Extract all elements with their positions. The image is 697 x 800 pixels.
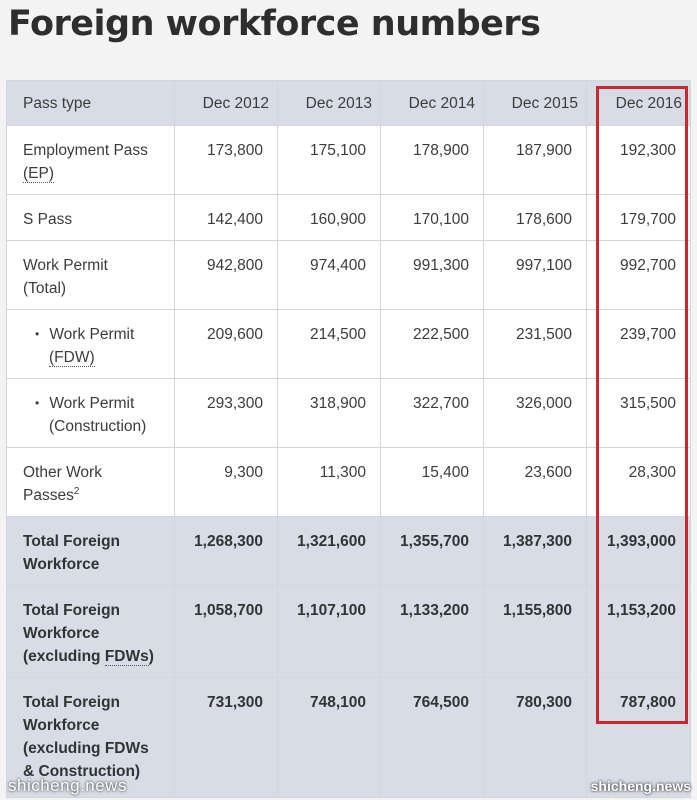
row-label-line1: Work Permit xyxy=(49,395,135,412)
cell-value: 764,500 xyxy=(380,677,484,798)
header-dec-2015: Dec 2015 xyxy=(483,80,587,126)
header-dec-2012: Dec 2012 xyxy=(174,80,278,126)
row-label-line3: (excluding FDWs xyxy=(23,740,149,757)
table-row-total: Total Foreign Workforce 1,268,300 1,321,… xyxy=(6,516,691,586)
row-label-line3-end: ) xyxy=(148,648,154,665)
table-row-total: Total Foreign Workforce (excluding FDWs)… xyxy=(6,585,691,678)
row-label-line1: Other Work xyxy=(23,464,102,481)
row-label: Total Foreign Workforce (excluding FDWs … xyxy=(6,677,175,798)
row-label: Total Foreign Workforce (excluding FDWs) xyxy=(6,585,175,678)
table-row: • Work Permit (Construction) 293,300 318… xyxy=(6,378,691,448)
cell-value: 175,100 xyxy=(277,125,381,195)
cell-value: 1,387,300 xyxy=(483,516,587,586)
cell-value: 318,900 xyxy=(277,378,381,448)
cell-value: 192,300 xyxy=(586,125,691,195)
cell-value: 160,900 xyxy=(277,194,381,241)
table-row: Work Permit (Total) 942,800 974,400 991,… xyxy=(6,240,691,310)
watermark-right: shicheng.news xyxy=(590,778,691,794)
row-label-line1: Total Foreign xyxy=(23,694,121,711)
header-dec-2016: Dec 2016 xyxy=(586,80,691,126)
cell-value: 942,800 xyxy=(174,240,278,310)
row-label-line2: Workforce xyxy=(23,717,100,734)
row-label-line2: (Construction) xyxy=(49,418,147,435)
watermark-left: shicheng.news xyxy=(8,776,127,795)
cell-value: 787,800 xyxy=(586,677,691,798)
foreign-workforce-table: Pass type Dec 2012 Dec 2013 Dec 2014 Dec… xyxy=(6,80,691,798)
row-label-line1: Work Permit xyxy=(49,326,135,343)
cell-value: 1,355,700 xyxy=(380,516,484,586)
cell-value: 9,300 xyxy=(174,447,278,517)
cell-value: 991,300 xyxy=(380,240,484,310)
cell-value: 315,500 xyxy=(586,378,691,448)
cell-value: 187,900 xyxy=(483,125,587,195)
table-row-total: Total Foreign Workforce (excluding FDWs … xyxy=(6,677,691,798)
row-label-line1: Employment Pass xyxy=(23,142,148,159)
cell-value: 222,500 xyxy=(380,309,484,379)
cell-value: 1,268,300 xyxy=(174,516,278,586)
cell-value: 214,500 xyxy=(277,309,381,379)
cell-value: 209,600 xyxy=(174,309,278,379)
cell-value: 1,153,200 xyxy=(586,585,691,678)
row-label: Other Work Passes2 xyxy=(6,447,175,517)
row-label-line3: (excluding xyxy=(23,648,105,665)
cell-value: 173,800 xyxy=(174,125,278,195)
cell-value: 231,500 xyxy=(483,309,587,379)
cell-value: 178,600 xyxy=(483,194,587,241)
cell-value: 142,400 xyxy=(174,194,278,241)
cell-value: 239,700 xyxy=(586,309,691,379)
cell-value: 11,300 xyxy=(277,447,381,517)
row-label-line2: (Total) xyxy=(23,280,67,297)
bullet-icon: • xyxy=(35,396,40,410)
row-label-line2: Workforce xyxy=(23,556,100,573)
cell-value: 178,900 xyxy=(380,125,484,195)
page-title: Foreign workforce numbers xyxy=(8,4,541,44)
row-label: Employment Pass (EP) xyxy=(6,125,175,195)
cell-value: 322,700 xyxy=(380,378,484,448)
cell-value: 179,700 xyxy=(586,194,691,241)
row-label-abbr: (EP) xyxy=(23,165,54,183)
cell-value: 974,400 xyxy=(277,240,381,310)
row-label-line1: Total Foreign xyxy=(23,602,121,619)
row-label: Total Foreign Workforce xyxy=(6,516,175,586)
table-row: Employment Pass (EP) 173,800 175,100 178… xyxy=(6,125,691,195)
row-label-line1: Work Permit xyxy=(23,257,108,274)
cell-value: 1,107,100 xyxy=(277,585,381,678)
header-dec-2013: Dec 2013 xyxy=(277,80,381,126)
row-label-line2: Passes xyxy=(23,487,74,504)
cell-value: 1,155,800 xyxy=(483,585,587,678)
cell-value: 1,133,200 xyxy=(380,585,484,678)
cell-value: 748,100 xyxy=(277,677,381,798)
row-label: • Work Permit (Construction) xyxy=(6,378,175,448)
cell-value: 997,100 xyxy=(483,240,587,310)
cell-value: 1,058,700 xyxy=(174,585,278,678)
table-row: Other Work Passes2 9,300 11,300 15,400 2… xyxy=(6,447,691,517)
row-label-line4: & Construction) xyxy=(23,763,141,780)
row-label-line1: S Pass xyxy=(23,211,73,228)
row-label-abbr: (FDW) xyxy=(49,349,95,367)
row-label: • Work Permit (FDW) xyxy=(6,309,175,379)
cell-value: 293,300 xyxy=(174,378,278,448)
cell-value: 170,100 xyxy=(380,194,484,241)
table-header-row: Pass type Dec 2012 Dec 2013 Dec 2014 Dec… xyxy=(6,80,691,126)
table-row: • Work Permit (FDW) 209,600 214,500 222,… xyxy=(6,309,691,379)
footnote-marker: 2 xyxy=(73,485,80,497)
header-pass-type: Pass type xyxy=(6,80,175,126)
cell-value: 1,321,600 xyxy=(277,516,381,586)
table-row: S Pass 142,400 160,900 170,100 178,600 1… xyxy=(6,194,691,241)
row-label-abbr: FDWs xyxy=(104,648,149,666)
cell-value: 780,300 xyxy=(483,677,587,798)
bullet-icon: • xyxy=(35,327,40,341)
row-label-line2: Workforce xyxy=(23,625,100,642)
cell-value: 28,300 xyxy=(586,447,691,517)
row-label: Work Permit (Total) xyxy=(6,240,175,310)
cell-value: 15,400 xyxy=(380,447,484,517)
cell-value: 731,300 xyxy=(174,677,278,798)
cell-value: 1,393,000 xyxy=(586,516,691,586)
row-label: S Pass xyxy=(6,194,175,241)
cell-value: 23,600 xyxy=(483,447,587,517)
cell-value: 326,000 xyxy=(483,378,587,448)
header-dec-2014: Dec 2014 xyxy=(380,80,484,126)
cell-value: 992,700 xyxy=(586,240,691,310)
row-label-line1: Total Foreign xyxy=(23,533,121,550)
